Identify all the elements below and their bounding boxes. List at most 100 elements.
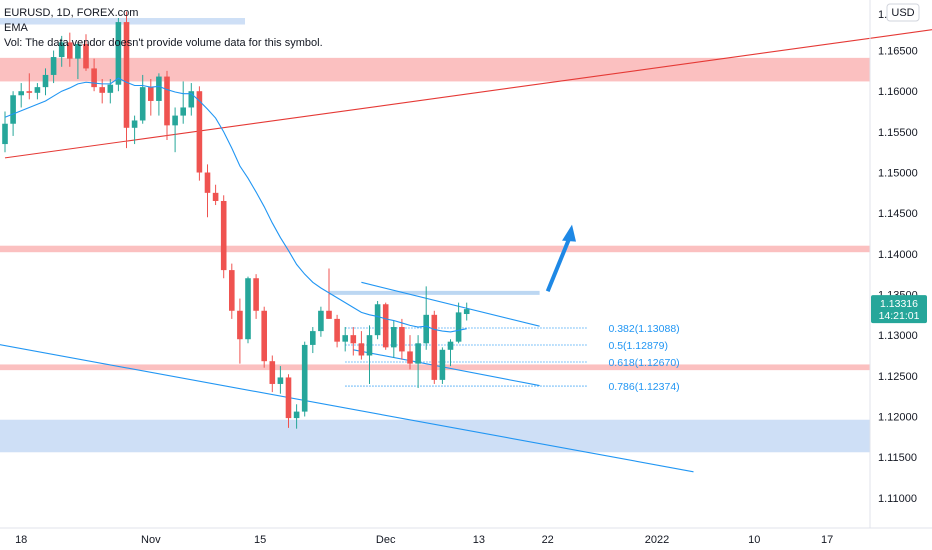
trendline-channel-bottom [353, 349, 540, 387]
fib-level-label: 0.382(1.13088) [608, 323, 679, 335]
candle-body [318, 310, 324, 332]
time-tick-label: 22 [542, 534, 554, 546]
candle-body [237, 310, 243, 340]
price-tick-label: 1.15500 [878, 127, 918, 139]
candle-body [204, 172, 211, 193]
candle-body [180, 107, 186, 116]
time-tick-label: Nov [141, 534, 161, 546]
candle-body [334, 318, 340, 342]
price-tick-label: 1.12000 [878, 411, 918, 423]
arrow-layer [545, 224, 576, 293]
currency-label: USD [891, 7, 914, 19]
time-tick-label: 18 [15, 534, 27, 546]
price-tick-label: 1.16500 [878, 46, 918, 58]
resistance-zone [0, 245, 870, 253]
fib-level-label: 0.5(1.12879) [608, 340, 668, 352]
price-tick-label: 1.13000 [878, 330, 918, 342]
time-tick-label: 10 [748, 534, 760, 546]
candle-body [229, 270, 235, 311]
bar-countdown: 14:21:01 [879, 310, 920, 322]
candle-body [366, 335, 373, 356]
candle-body [455, 312, 462, 342]
candle-body [172, 115, 178, 126]
candle-body [415, 343, 421, 364]
candle-body [220, 200, 227, 271]
candle-body [245, 278, 251, 340]
candle-body [374, 304, 381, 336]
fib-level-label: 0.786(1.12374) [608, 381, 679, 393]
candle-body [269, 361, 276, 384]
time-tick-label: 15 [254, 534, 266, 546]
candle-body [115, 22, 122, 85]
candle-body [301, 344, 308, 412]
trendline-channel-top [361, 281, 540, 327]
time-axis[interactable]: 18 Nov 15 Dec 13 22 2022 10 17 [15, 534, 833, 546]
candle-body [10, 95, 16, 124]
candle-body [431, 314, 438, 380]
last-price-value: 1.13316 [880, 298, 918, 310]
price-tick-label: 1.14000 [878, 249, 918, 261]
candle-body [382, 304, 389, 348]
candle-body [188, 91, 195, 108]
candle-body [310, 331, 316, 345]
price-tick-label: 1.11000 [878, 493, 917, 505]
trendlines-layer [0, 29, 932, 473]
fib-level-label: 0.618(1.12670) [608, 357, 679, 369]
breakout-arrow-shaft [545, 235, 572, 293]
candle-body [350, 335, 357, 344]
candle-body [463, 309, 470, 315]
time-tick-label: Dec [376, 534, 396, 546]
volume-note: Vol: The data vendor doesn't provide vol… [4, 37, 323, 49]
candle-body [26, 91, 33, 93]
candle-body [83, 44, 89, 69]
candle-body [277, 377, 284, 384]
candle-body [253, 278, 259, 311]
candle-body [34, 87, 41, 93]
ema-line [4, 77, 467, 333]
trendline-blue-lower-falling [0, 344, 694, 473]
candle-body [358, 343, 365, 356]
price-tick-label: 1.12500 [878, 371, 918, 383]
candle-body [139, 87, 146, 121]
ema-legend[interactable]: EMA [4, 22, 29, 34]
candle-body [148, 87, 154, 101]
candle-body [399, 327, 405, 352]
candle-body [261, 310, 267, 362]
resistance-zone [0, 57, 870, 82]
candle-body [107, 84, 114, 93]
candle-body [439, 349, 446, 380]
candle-body [58, 42, 65, 58]
breakout-arrow-head [562, 224, 576, 242]
candle-body [212, 192, 219, 201]
price-tick-label: 1.11500 [878, 452, 917, 464]
candle-body [164, 76, 170, 126]
candle-body [156, 76, 162, 101]
candle-body [18, 91, 24, 96]
candle-body [285, 377, 292, 419]
support-zone [0, 18, 245, 25]
candle-body [2, 123, 8, 145]
time-tick-label: 13 [473, 534, 485, 546]
candle-body [50, 57, 57, 75]
range-top-line [329, 290, 540, 295]
candle-body [99, 87, 105, 93]
price-tick-label: 1.14500 [878, 208, 918, 220]
time-tick-label: 17 [821, 534, 833, 546]
symbol-title[interactable]: EURUSD, 1D, FOREX.com [4, 7, 138, 19]
candle-body [407, 351, 413, 364]
currency-button[interactable] [886, 3, 920, 22]
candle-body [131, 120, 138, 128]
candle-body [326, 310, 332, 319]
candle-body [423, 314, 429, 344]
candle-body [447, 341, 454, 350]
trendline-red-rising [4, 29, 932, 159]
time-tick-label: 2022 [645, 534, 669, 546]
support-zone [0, 419, 870, 453]
candle-body [293, 411, 300, 419]
candles-layer [2, 11, 470, 429]
price-tick-label: 1.15000 [878, 168, 918, 180]
candle-body [342, 335, 348, 342]
candle-body [67, 42, 73, 59]
